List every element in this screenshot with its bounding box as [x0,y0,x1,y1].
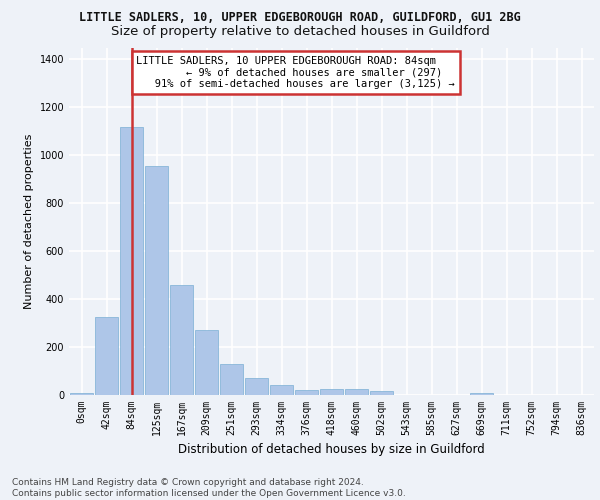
Bar [220,364,243,395]
Bar [145,166,168,395]
Bar [295,390,318,395]
Bar [70,392,93,395]
Text: Size of property relative to detached houses in Guildford: Size of property relative to detached ho… [110,25,490,38]
Bar [120,126,143,395]
Bar [95,316,118,395]
Text: LITTLE SADLERS, 10, UPPER EDGEBOROUGH ROAD, GUILDFORD, GU1 2BG: LITTLE SADLERS, 10, UPPER EDGEBOROUGH RO… [79,11,521,24]
Bar [370,390,393,395]
X-axis label: Distribution of detached houses by size in Guildford: Distribution of detached houses by size … [178,444,485,456]
Bar [270,385,293,395]
Bar [195,330,218,395]
Text: Contains HM Land Registry data © Crown copyright and database right 2024.
Contai: Contains HM Land Registry data © Crown c… [12,478,406,498]
Bar [470,392,493,395]
Bar [320,389,343,395]
Bar [345,389,368,395]
Bar [245,378,268,395]
Bar [170,285,193,395]
Text: LITTLE SADLERS, 10 UPPER EDGEBOROUGH ROAD: 84sqm
        ← 9% of detached houses: LITTLE SADLERS, 10 UPPER EDGEBOROUGH ROA… [137,56,455,89]
Y-axis label: Number of detached properties: Number of detached properties [24,134,34,309]
